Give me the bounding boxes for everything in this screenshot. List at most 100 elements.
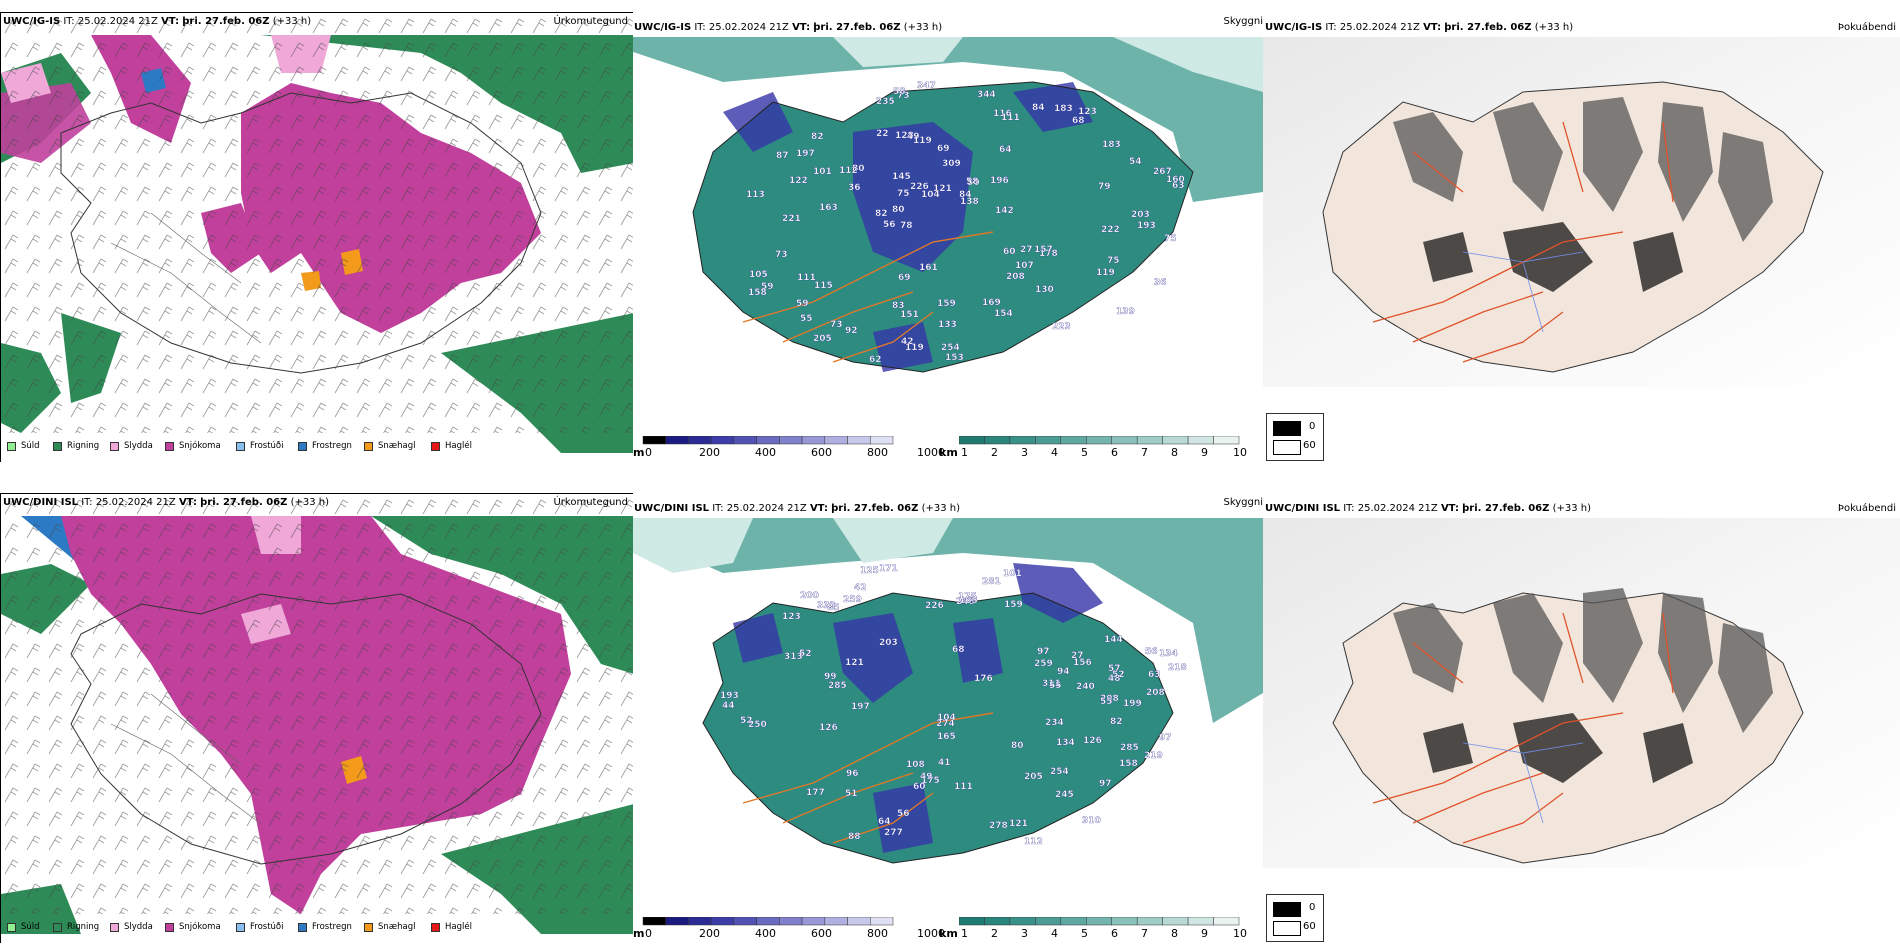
cloud-base-height-label: 285 bbox=[828, 681, 847, 691]
cloud-base-height-label: 54 bbox=[1129, 157, 1142, 167]
height-tick: 800 bbox=[867, 927, 888, 940]
fog-legend-row1: 0 60 bbox=[1266, 413, 1324, 461]
cloud-base-height-label: 313 bbox=[784, 652, 803, 662]
cloud-base-height-label: 235 bbox=[876, 97, 895, 107]
cloud-base-height-label: 250 bbox=[748, 720, 767, 730]
cloud-base-height-label: 92 bbox=[845, 326, 858, 336]
cloud-base-height-label: 80 bbox=[1011, 741, 1024, 751]
colorbar-segment bbox=[1009, 436, 1036, 445]
fog-legend-swatch-0 bbox=[1273, 902, 1301, 917]
cloud-base-height-label: 119 bbox=[1096, 268, 1115, 278]
height-unit-row1: m bbox=[633, 446, 645, 459]
cloud-base-height-label: 69 bbox=[898, 273, 911, 283]
colorbar-segment bbox=[824, 917, 848, 926]
cloud-base-height-label: 142 bbox=[995, 206, 1014, 216]
cloud-base-height-label: 80 bbox=[892, 205, 905, 215]
cloud-base-height-label: 104 bbox=[921, 190, 940, 200]
vis-tick: 7 bbox=[1141, 446, 1148, 459]
visibility-colorbar-row1 bbox=[959, 436, 1240, 445]
cloud-base-height-label: 163 bbox=[959, 596, 978, 606]
colorbar-segment bbox=[779, 436, 803, 445]
fog-legend-label-60: 60 bbox=[1303, 921, 1316, 932]
fog-legend-label-60: 60 bbox=[1303, 440, 1316, 451]
cloud-base-height-label: 52 bbox=[740, 716, 753, 726]
cloud-base-height-label: 197 bbox=[796, 149, 815, 159]
colorbar-segment bbox=[801, 917, 826, 926]
colorbar-segment bbox=[1162, 917, 1189, 926]
cloud-base-height-label: 193 bbox=[1137, 221, 1156, 231]
colorbar-segment bbox=[665, 917, 689, 926]
cloud-base-height-label: 75 bbox=[1107, 256, 1120, 266]
cloud-base-height-label: 259 bbox=[1034, 659, 1053, 669]
cloud-base-height-label: 116 bbox=[993, 109, 1012, 119]
cloud-base-height-label: 130 bbox=[1035, 285, 1054, 295]
cloud-base-height-label: 82 bbox=[811, 132, 824, 142]
cloud-base-height-label: 193 bbox=[720, 691, 739, 701]
cloud-base-height-label: 157 bbox=[1034, 245, 1053, 255]
precip-panel-row2: UWC/DINI ISL IT: 25.02.2024 21Z VT: þri.… bbox=[0, 493, 634, 944]
colorbar-segment bbox=[665, 436, 689, 445]
cloud-base-height-label: 36 bbox=[848, 183, 861, 193]
vis-tick: 1 bbox=[961, 446, 968, 459]
vis-tick: 6 bbox=[1111, 927, 1118, 940]
cloud-base-height-label: 248 bbox=[956, 597, 975, 607]
colorbar-segment bbox=[984, 436, 1011, 445]
height-tick: 1000 bbox=[917, 446, 945, 459]
legend-item-sud: Súld bbox=[7, 922, 40, 932]
cloud-base-height-label: 175 bbox=[958, 592, 977, 602]
cloud-base-height-label: 169 bbox=[982, 298, 1001, 308]
cloud-base-height-label: 44 bbox=[722, 701, 735, 711]
cloud-base-height-label: 154 bbox=[994, 309, 1013, 319]
cloud-base-height-label: 254 bbox=[1050, 767, 1069, 777]
cloud-base-height-label: 128 bbox=[895, 131, 914, 141]
cloud-base-height-label: 205 bbox=[813, 334, 832, 344]
colorbar-segment bbox=[847, 436, 871, 445]
colorbar-segment bbox=[1060, 917, 1087, 926]
cloud-base-height-label: 62 bbox=[869, 355, 882, 365]
colorbar-segment bbox=[1187, 917, 1214, 926]
colorbar-segment bbox=[756, 436, 780, 445]
colorbar-segment bbox=[779, 917, 803, 926]
colorbar-segment bbox=[1213, 436, 1240, 445]
colorbar-segment bbox=[1187, 436, 1214, 445]
vis-tick: 5 bbox=[1081, 927, 1088, 940]
vis-tick: 5 bbox=[1081, 446, 1088, 459]
fog-panel-row2: UWC/DINI ISL IT: 25.02.2024 21Z VT: þri.… bbox=[1263, 493, 1900, 943]
cloud-base-height-label: 59 bbox=[796, 299, 809, 309]
cloud-base-height-label: 159 bbox=[1004, 600, 1023, 610]
cloud-base-height-label: 58 bbox=[966, 177, 979, 187]
cloud-base-height-label: 42 bbox=[854, 583, 867, 593]
cloud-base-height-label: 254 bbox=[941, 343, 960, 353]
cloud-base-height-label: 97 bbox=[1099, 779, 1112, 789]
cloud-base-height-label: 56 bbox=[897, 809, 910, 819]
cloud-base-height-label: 68 bbox=[952, 645, 965, 655]
cloud-base-height-label: 208 bbox=[1006, 272, 1025, 282]
fog-legend-label-0: 0 bbox=[1309, 421, 1316, 432]
legend-item-hagel: Haglél bbox=[431, 922, 472, 932]
cloud-base-height-label: 79 bbox=[1098, 182, 1111, 192]
visibility-title-row1: Skyggni bbox=[1223, 16, 1263, 27]
cloud-base-height-label: 108 bbox=[906, 760, 925, 770]
fog-legend-swatch-60 bbox=[1273, 921, 1301, 936]
cloud-base-height-label: 203 bbox=[1131, 210, 1150, 220]
cloud-base-height-label: 60 bbox=[913, 782, 926, 792]
cloud-base-height-label: 171 bbox=[879, 564, 898, 574]
vis-tick: 8 bbox=[1171, 446, 1178, 459]
colorbar-segment bbox=[1009, 917, 1036, 926]
vis-tick: 9 bbox=[1201, 446, 1208, 459]
cloud-base-height-label: 55 bbox=[800, 314, 813, 324]
cloud-base-height-label: 101 bbox=[1003, 569, 1022, 579]
colorbar-segment bbox=[642, 436, 666, 445]
colorbar-segment bbox=[824, 436, 848, 445]
cloud-base-height-label: 183 bbox=[1102, 140, 1121, 150]
colorbar-segment bbox=[1060, 436, 1087, 445]
cloud-base-height-label: 73 bbox=[830, 320, 843, 330]
cloud-base-height-label: 200 bbox=[800, 591, 819, 601]
cloud-base-height-label: 158 bbox=[748, 288, 767, 298]
legend-item-rigning: Rigning bbox=[53, 441, 99, 451]
colorbar-segment bbox=[1035, 436, 1062, 445]
fog-map-row1 bbox=[1263, 37, 1900, 387]
cloud-base-height-label: 50 bbox=[967, 178, 980, 188]
colorbar-segment bbox=[710, 436, 735, 445]
cloud-base-height-label: 183 bbox=[1054, 104, 1073, 114]
